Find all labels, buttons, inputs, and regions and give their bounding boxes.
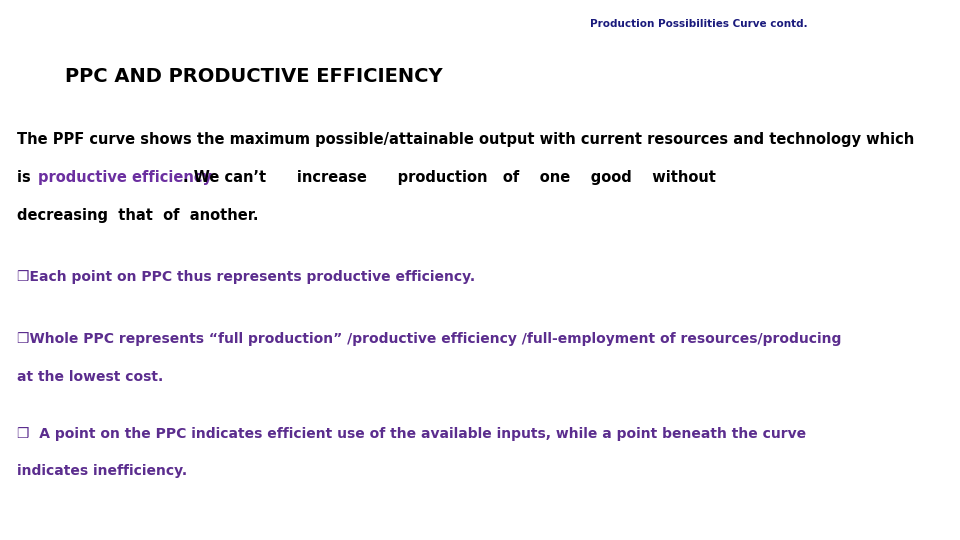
Text: decreasing  that  of  another.: decreasing that of another. <box>17 208 259 223</box>
Text: Production Possibilities Curve contd.: Production Possibilities Curve contd. <box>590 19 808 29</box>
Text: ❒Whole PPC represents “full production” /productive efficiency /full-employment : ❒Whole PPC represents “full production” … <box>17 332 842 346</box>
Text: at the lowest cost.: at the lowest cost. <box>17 370 163 384</box>
Text: . We can’t      increase      production   of    one    good    without: . We can’t increase production of one go… <box>183 170 716 185</box>
Text: productive efficiency: productive efficiency <box>38 170 212 185</box>
Text: PPC AND PRODUCTIVE EFFICIENCY: PPC AND PRODUCTIVE EFFICIENCY <box>65 68 443 86</box>
Text: indicates inefficiency.: indicates inefficiency. <box>17 464 187 478</box>
Text: ❒Each point on PPC thus represents productive efficiency.: ❒Each point on PPC thus represents produ… <box>17 270 475 284</box>
Text: is: is <box>17 170 36 185</box>
Text: ❒  A point on the PPC indicates efficient use of the available inputs, while a p: ❒ A point on the PPC indicates efficient… <box>17 427 806 441</box>
Text: The PPF curve shows the maximum possible/attainable output with current resource: The PPF curve shows the maximum possible… <box>17 132 915 147</box>
